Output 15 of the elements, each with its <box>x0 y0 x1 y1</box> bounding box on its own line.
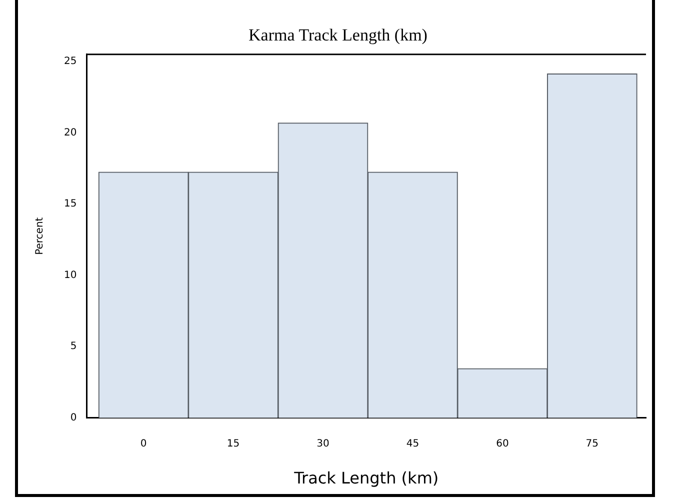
x-tick-label: 15 <box>226 438 240 450</box>
x-tick-label: 45 <box>406 438 420 450</box>
y-tick-label: 5 <box>70 341 77 352</box>
y-tick-label: 15 <box>64 198 77 210</box>
x-tick-label: 75 <box>586 438 599 450</box>
y-tick-label: 10 <box>64 270 77 281</box>
chart-title: Karma Track Length (km) <box>248 26 428 45</box>
y-tick-label: 0 <box>70 412 77 424</box>
x-tick-label: 30 <box>316 438 330 450</box>
y-tick-label: 20 <box>64 127 77 138</box>
y-axis-title: Percent <box>34 217 46 255</box>
x-tick-label: 0 <box>140 438 147 450</box>
y-tick-label: 25 <box>64 56 77 68</box>
x-axis-title: Track Length (km) <box>293 468 439 488</box>
x-tick-label: 60 <box>496 438 509 450</box>
